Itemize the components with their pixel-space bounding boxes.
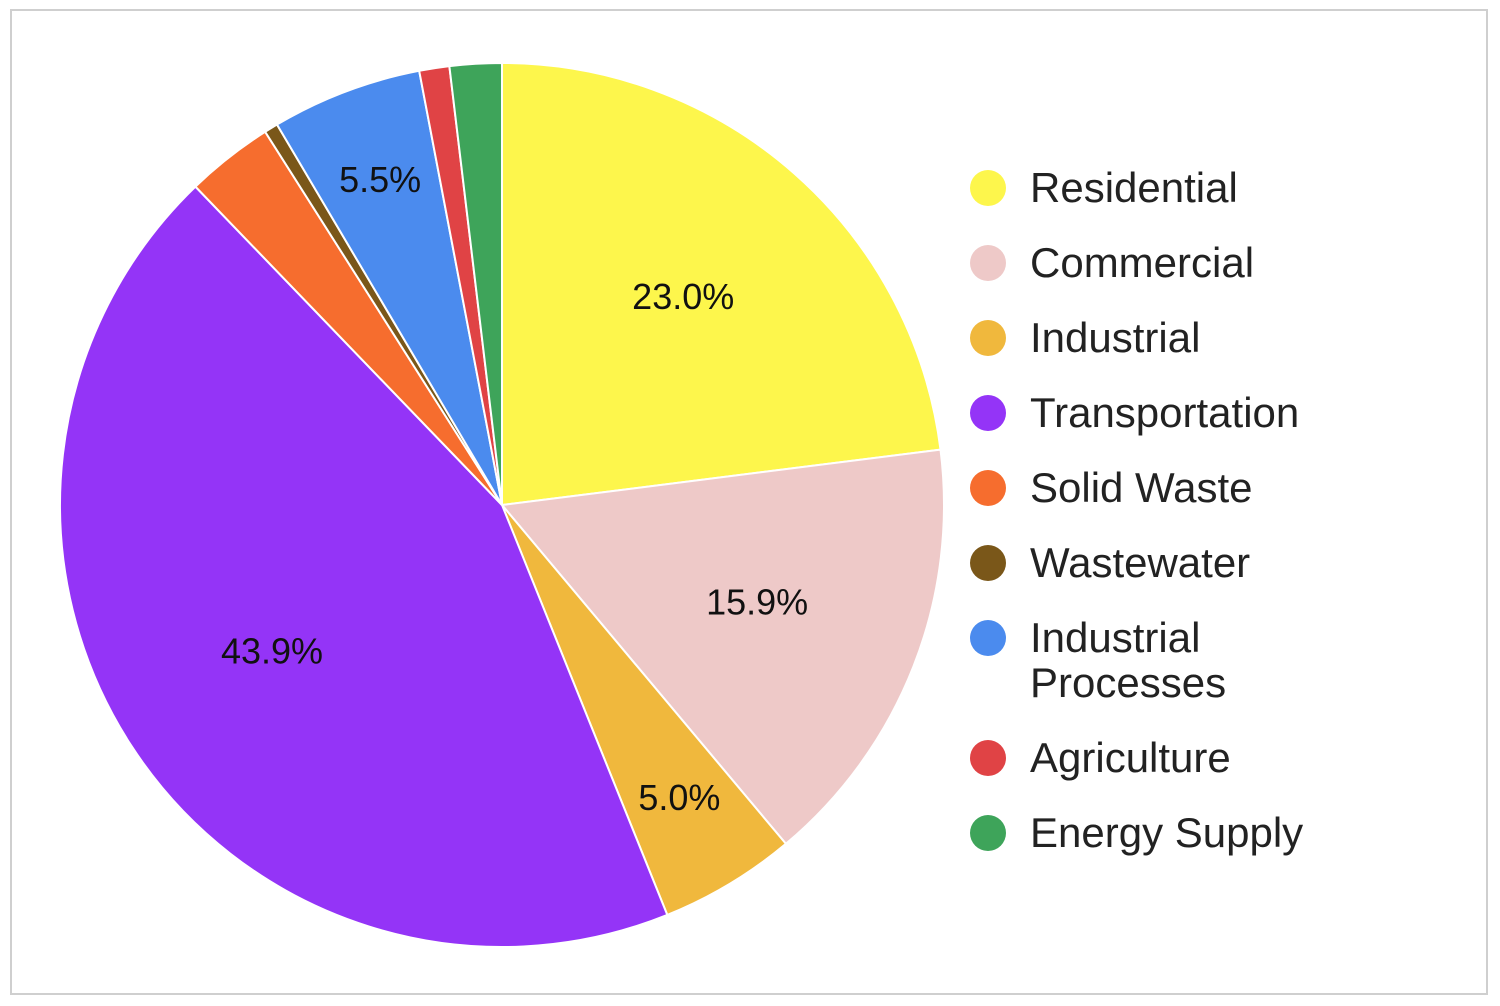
legend-swatch bbox=[970, 320, 1006, 356]
pie-slice-residential[interactable] bbox=[501, 61, 942, 507]
legend-swatch bbox=[970, 740, 1006, 776]
legend-label: Industrial Processes bbox=[1030, 614, 1227, 706]
pie-slice-energy-supply[interactable] bbox=[448, 61, 503, 506]
legend-swatch bbox=[970, 395, 1006, 431]
pie-slice-industrial-processes[interactable] bbox=[275, 69, 503, 506]
pie-slice-transportation[interactable] bbox=[59, 185, 669, 948]
data-label-residential: 23.0% bbox=[632, 276, 734, 317]
legend-label: Commercial bbox=[1030, 239, 1255, 286]
legend-item-solid-waste[interactable]: Solid Waste bbox=[970, 465, 1410, 510]
legend-swatch bbox=[970, 545, 1006, 581]
legend-item-commercial[interactable]: Commercial bbox=[970, 240, 1410, 285]
data-label-industrial-processes: 5.5% bbox=[339, 159, 421, 200]
legend-label: Residential bbox=[1030, 164, 1238, 211]
legend-item-energy-supply[interactable]: Energy Supply bbox=[970, 810, 1410, 855]
legend-label: Transportation bbox=[1030, 389, 1300, 436]
legend-item-transportation[interactable]: Transportation bbox=[970, 390, 1410, 435]
chart-legend: Residential Commercial Industrial Transport… bbox=[970, 165, 1410, 885]
legend-label: Industrial bbox=[1030, 314, 1201, 361]
legend-item-industrial-processes[interactable]: Industrial Processes bbox=[970, 615, 1410, 705]
legend-swatch bbox=[970, 620, 1006, 656]
legend-item-industrial[interactable]: Industrial bbox=[970, 315, 1410, 360]
legend-label: Agriculture bbox=[1030, 734, 1231, 781]
legend-label: Solid Waste bbox=[1030, 464, 1253, 511]
data-label-transportation: 43.9% bbox=[221, 631, 323, 672]
pie-slice-commercial[interactable] bbox=[500, 448, 945, 846]
data-label-industrial: 5.0% bbox=[638, 777, 720, 818]
legend-label: Wastewater bbox=[1030, 539, 1251, 586]
legend-item-agriculture[interactable]: Agriculture bbox=[970, 735, 1410, 780]
data-label-commercial: 15.9% bbox=[706, 582, 808, 623]
legend-swatch bbox=[970, 470, 1006, 506]
legend-swatch bbox=[970, 170, 1006, 206]
legend-swatch bbox=[970, 815, 1006, 851]
legend-label: Energy Supply bbox=[1030, 809, 1304, 856]
legend-item-wastewater[interactable]: Wastewater bbox=[970, 540, 1410, 585]
legend-swatch bbox=[970, 245, 1006, 281]
legend-item-residential[interactable]: Residential bbox=[970, 165, 1410, 210]
